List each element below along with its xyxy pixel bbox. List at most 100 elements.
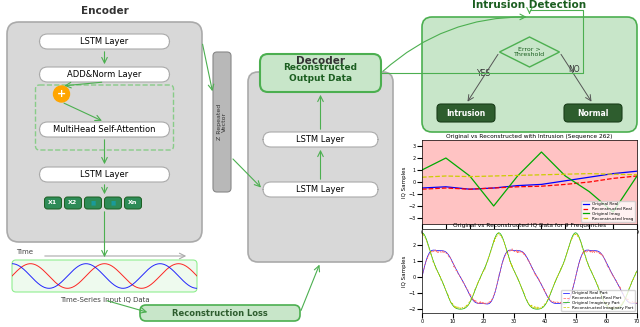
FancyBboxPatch shape: [12, 260, 197, 292]
Text: ■: ■: [90, 200, 95, 205]
Reconstructed Imag: [586, 172, 593, 176]
Text: ADD&Norm Layer: ADD&Norm Layer: [67, 70, 141, 79]
Reconstructed Imaginary Part: [535, 306, 543, 310]
Original Imag: [418, 168, 426, 172]
Line: Reconstructed Imaginary Part: Reconstructed Imaginary Part: [422, 233, 637, 309]
Reconstructed Real Part: [629, 300, 637, 304]
Original Imag: [633, 174, 640, 178]
Original Imag: [466, 174, 474, 178]
Original Imaginary Part: [456, 307, 464, 311]
Reconstructed Imaginary Part: [522, 297, 530, 301]
Original Real Part: [521, 252, 529, 256]
Text: Xn: Xn: [128, 200, 138, 205]
Reconstructed Real: [609, 177, 617, 181]
Text: Reconstructed
Output Data: Reconstructed Output Data: [284, 63, 358, 83]
Line: Original Imag: Original Imag: [422, 152, 637, 212]
Original Imag: [514, 174, 522, 178]
Text: Encoder: Encoder: [81, 6, 129, 16]
Original Real: [466, 187, 474, 191]
FancyBboxPatch shape: [7, 22, 202, 242]
FancyBboxPatch shape: [40, 122, 170, 137]
Line: Original Real: Original Real: [422, 171, 637, 189]
Text: Time-Series Input IQ Data: Time-Series Input IQ Data: [60, 297, 149, 303]
Text: MultiHead Self-Attention: MultiHead Self-Attention: [53, 125, 156, 134]
Reconstructed Imag: [442, 174, 450, 178]
Text: LSTM Layer: LSTM Layer: [81, 170, 129, 179]
Reconstructed Imaginary Part: [547, 292, 554, 296]
Original Real: [490, 186, 497, 190]
FancyBboxPatch shape: [40, 67, 170, 82]
Original Imag: [442, 156, 450, 160]
Original Imaginary Part: [535, 307, 543, 311]
Reconstructed Imaginary Part: [629, 278, 637, 282]
Text: Time: Time: [16, 249, 33, 255]
Text: Reconstruction Loss: Reconstruction Loss: [172, 308, 268, 318]
Reconstructed Real: [442, 186, 450, 190]
Reconstructed Real: [586, 180, 593, 184]
Original Real: [442, 185, 450, 189]
Text: X2: X2: [68, 200, 77, 205]
Reconstructed Imaginary Part: [633, 269, 640, 273]
Reconstructed Real: [561, 182, 569, 186]
Original Imaginary Part: [547, 292, 554, 296]
FancyBboxPatch shape: [140, 305, 300, 321]
FancyBboxPatch shape: [40, 34, 170, 49]
FancyBboxPatch shape: [84, 197, 102, 209]
Original Imag: [490, 204, 497, 208]
FancyBboxPatch shape: [65, 197, 81, 209]
Original Real: [609, 172, 617, 176]
Reconstructed Real: [490, 186, 497, 190]
Text: NO: NO: [569, 65, 580, 75]
Original Real: [633, 169, 640, 173]
FancyBboxPatch shape: [263, 182, 378, 197]
Reconstructed Imaginary Part: [419, 231, 426, 235]
Original Imaginary Part: [595, 287, 602, 291]
FancyBboxPatch shape: [263, 132, 378, 147]
Reconstructed Real: [538, 184, 545, 188]
Circle shape: [54, 86, 70, 102]
Text: Error >
Threshold: Error > Threshold: [514, 47, 545, 58]
Text: LSTM Layer: LSTM Layer: [296, 185, 344, 194]
Reconstructed Real: [418, 187, 426, 191]
Line: Reconstructed Imag: Reconstructed Imag: [422, 174, 637, 177]
FancyBboxPatch shape: [260, 54, 381, 92]
Text: X1: X1: [49, 200, 58, 205]
Original Imaginary Part: [521, 294, 529, 298]
Text: YES: YES: [477, 70, 492, 78]
Original Real Part: [547, 300, 555, 303]
FancyBboxPatch shape: [213, 52, 231, 192]
Reconstructed Imaginary Part: [521, 292, 529, 296]
Line: Reconstructed Real Part: Reconstructed Real Part: [422, 249, 637, 304]
Original Real: [538, 182, 545, 186]
Line: Original Real Part: Original Real Part: [422, 250, 637, 304]
Reconstructed Real Part: [481, 302, 489, 306]
Original Real: [561, 179, 569, 183]
Original Real Part: [430, 248, 438, 252]
FancyBboxPatch shape: [422, 17, 637, 132]
Reconstructed Imaginary Part: [595, 286, 602, 290]
Text: Decoder: Decoder: [296, 56, 345, 66]
Original Real: [586, 175, 593, 179]
Text: LSTM Layer: LSTM Layer: [296, 135, 344, 144]
Original Real Part: [535, 279, 543, 283]
Reconstructed Imag: [538, 173, 545, 177]
Text: +: +: [57, 89, 66, 99]
Original Imaginary Part: [628, 279, 636, 283]
FancyBboxPatch shape: [564, 104, 622, 122]
Y-axis label: IQ Samples: IQ Samples: [402, 166, 407, 198]
Original Imag: [538, 150, 545, 154]
Original Real: [514, 184, 522, 188]
FancyBboxPatch shape: [40, 167, 170, 182]
Original Imaginary Part: [522, 297, 530, 301]
Original Real Part: [633, 301, 640, 305]
Reconstructed Real: [633, 174, 640, 178]
Text: Normal: Normal: [577, 109, 609, 117]
Original Real Part: [522, 254, 530, 258]
Reconstructed Imag: [561, 172, 569, 176]
Reconstructed Imag: [418, 175, 426, 179]
Reconstructed Imag: [466, 175, 474, 179]
Original Imag: [609, 210, 617, 214]
Original Real Part: [483, 302, 491, 306]
Original Real: [418, 186, 426, 190]
Text: Z Repeated
Vector: Z Repeated Vector: [216, 104, 227, 140]
